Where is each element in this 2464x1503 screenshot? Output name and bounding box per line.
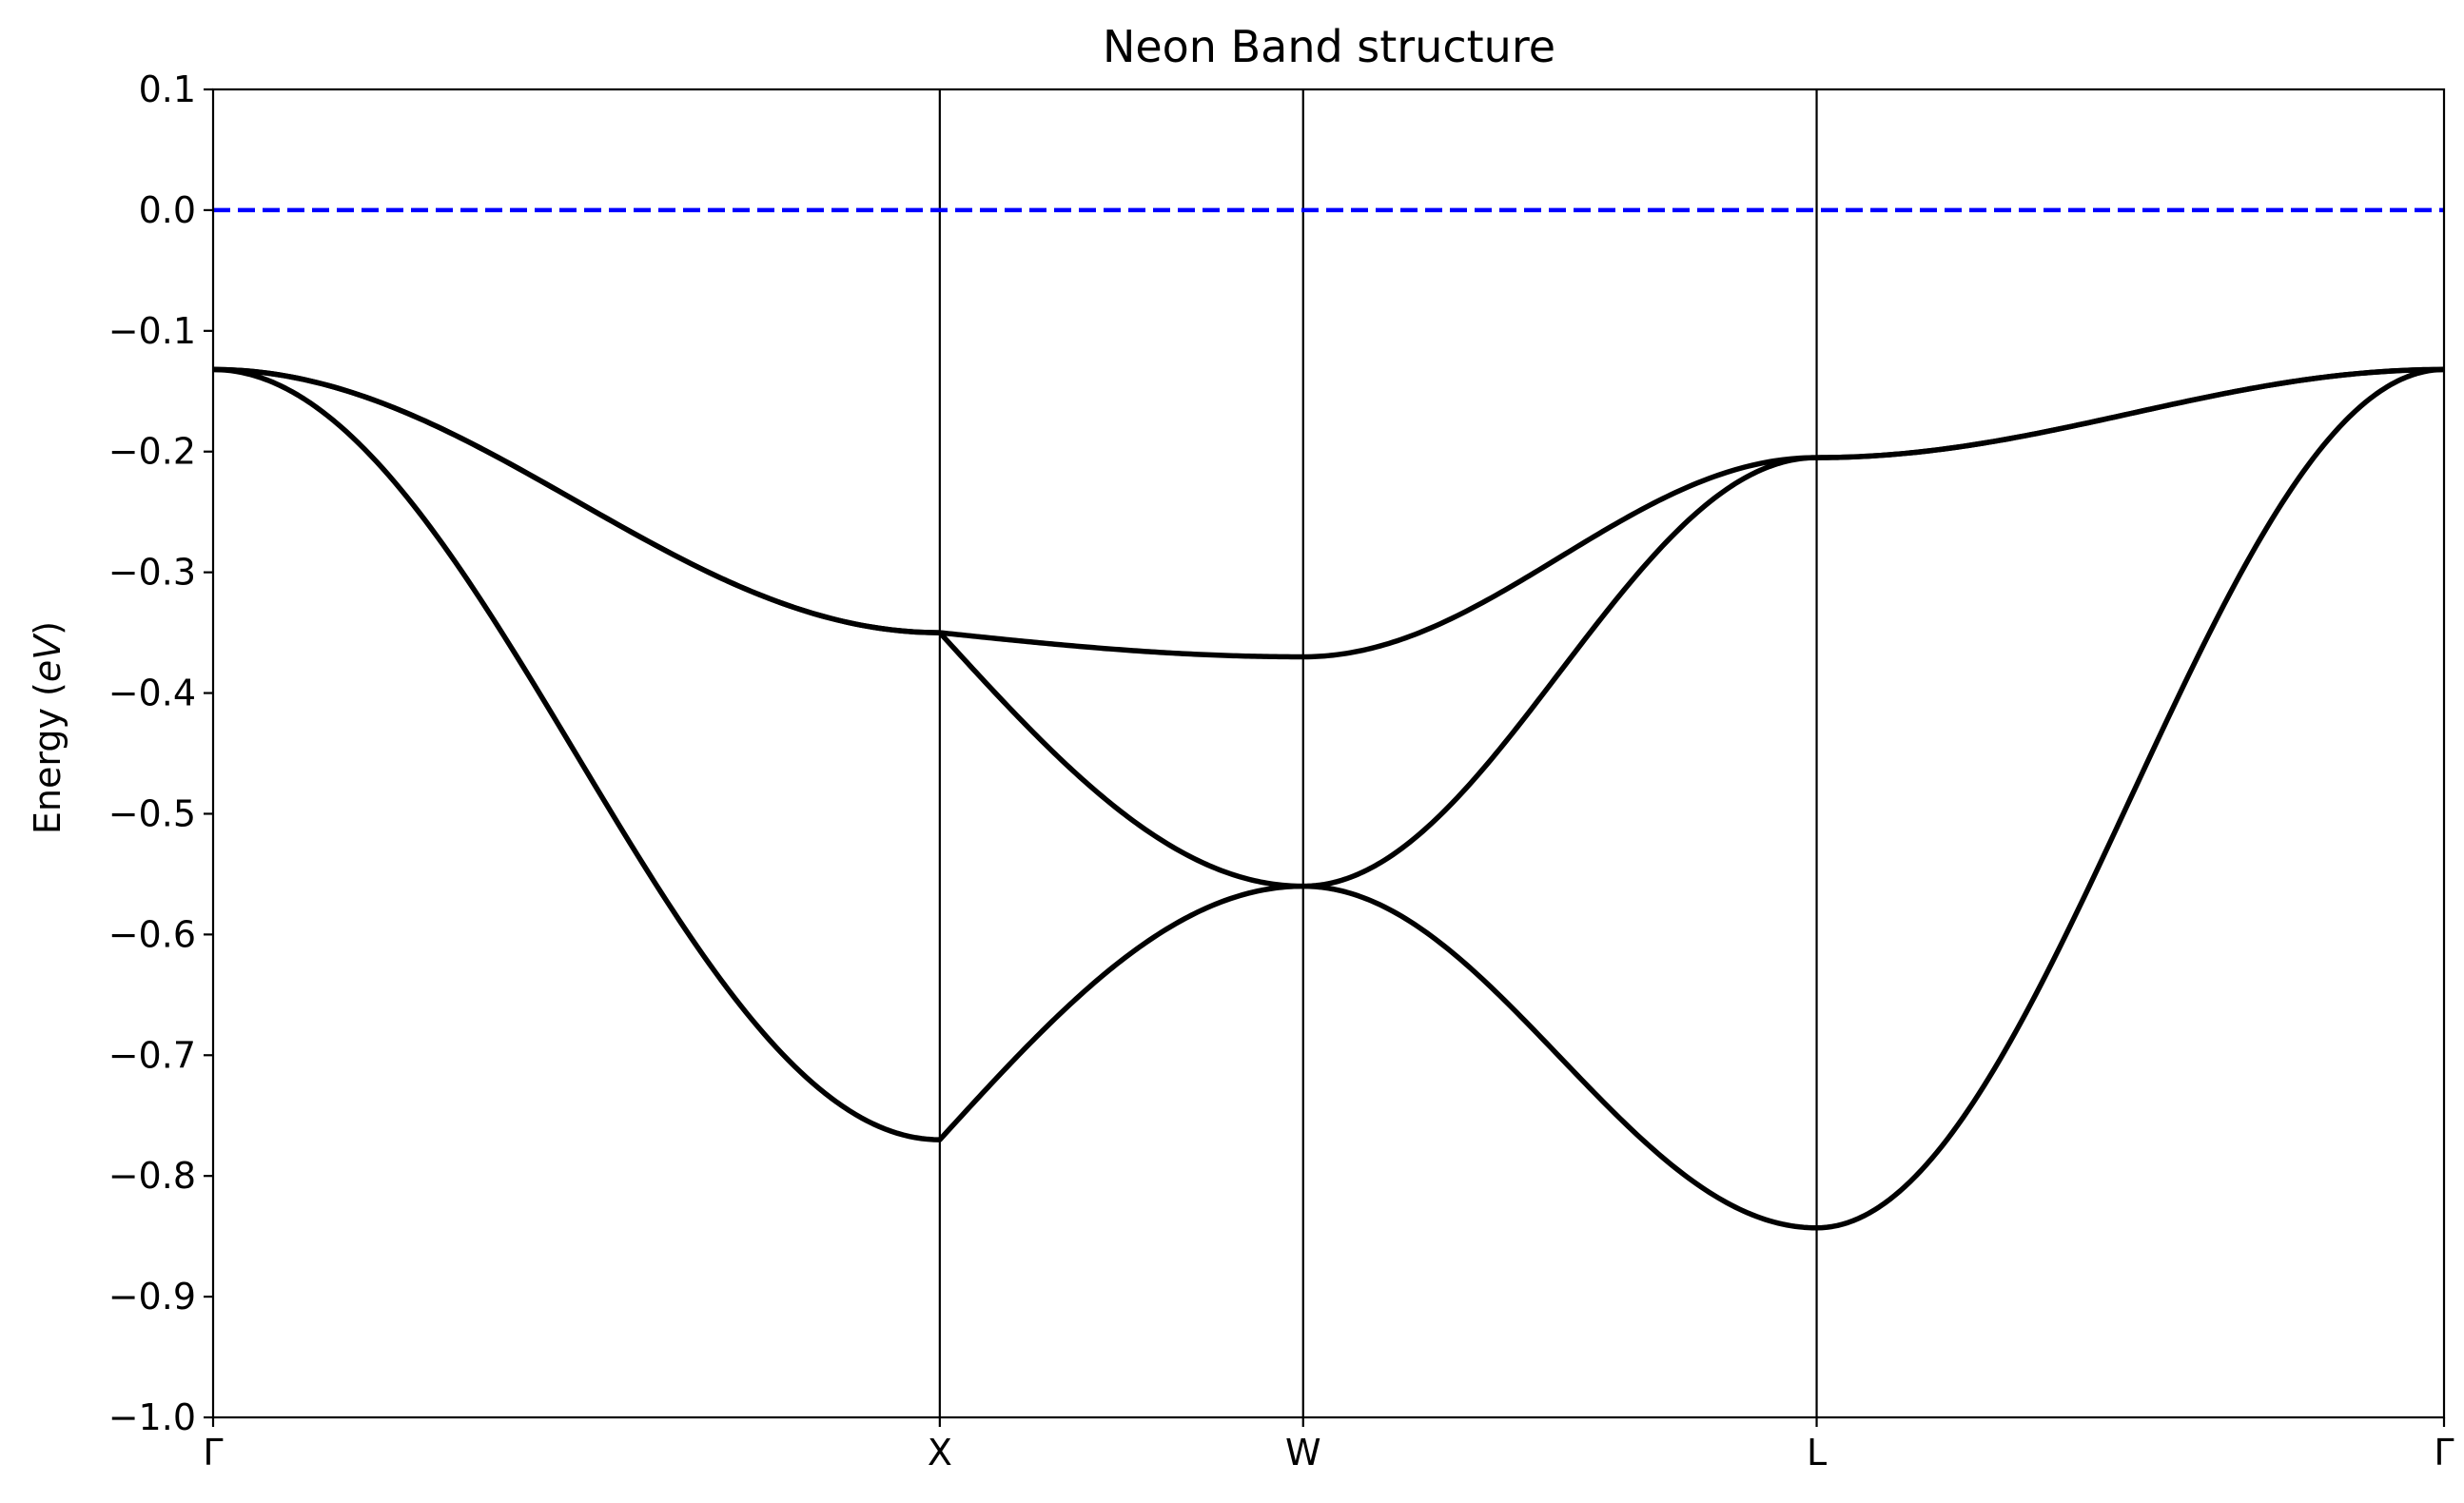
y-tick-label: −0.1: [108, 310, 196, 352]
y-axis-ticks: 0.1 0.0 −0.1 −0.2 −0.3 −0.4 −0.5 −0.6 −0.7 −0.8 −0…: [108, 68, 213, 1438]
y-tick-label: −0.9: [108, 1276, 196, 1318]
y-axis-label-unit: eV: [27, 633, 68, 682]
x-tick-label: X: [928, 1432, 952, 1474]
x-tick-label: Γ: [203, 1432, 223, 1474]
y-tick-label: −0.7: [108, 1034, 196, 1076]
chart-title: Neon Band structure: [1103, 21, 1555, 72]
y-tick-label: −0.4: [108, 673, 196, 714]
y-tick-label: −0.8: [108, 1155, 196, 1197]
plot-area: [213, 89, 2444, 1417]
y-axis-label: Energy (eV): [27, 621, 68, 834]
y-tick-label: −0.2: [108, 431, 196, 473]
y-tick-label: 0.0: [139, 189, 196, 231]
x-tick-label: W: [1285, 1432, 1321, 1474]
y-axis-label-text: Energy (: [27, 682, 68, 834]
plot-frame: [211, 88, 2446, 1419]
band-line-3: [213, 366, 2444, 1231]
bands-group: [213, 366, 2444, 1231]
x-tick-label: Γ: [2434, 1432, 2454, 1474]
y-tick-label: −0.3: [108, 552, 196, 594]
y-axis-label-close: ): [27, 621, 68, 635]
y-tick-label: −0.5: [108, 792, 196, 834]
y-tick-label: −1.0: [108, 1396, 196, 1438]
high-symmetry-lines: [938, 89, 1818, 1417]
y-tick-label: 0.1: [139, 68, 196, 110]
y-tick-label: −0.6: [108, 913, 196, 955]
x-tick-label: L: [1807, 1432, 1827, 1474]
